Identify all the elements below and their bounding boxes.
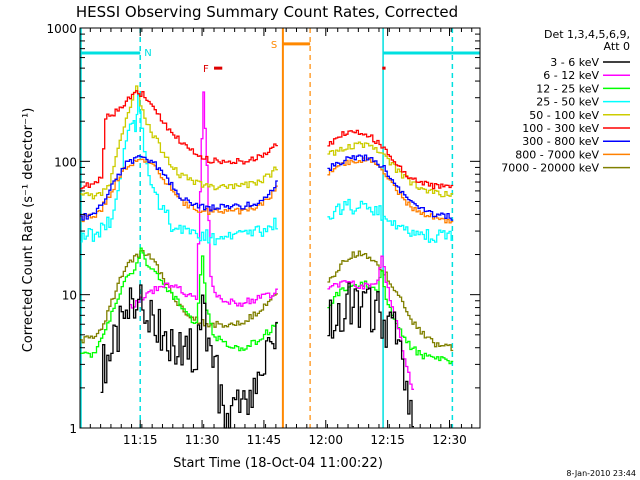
series-line-100_300keV [80, 90, 278, 190]
legend-label-1: 6 - 12 keV [543, 69, 599, 82]
plot-area: N S F [80, 28, 480, 429]
plot-frame [79, 27, 481, 429]
legend-label-2: 12 - 25 keV [536, 82, 599, 95]
legend-title-line-1: Det 1,3,4,5,6,9, [544, 28, 630, 41]
night-marker-label: N [144, 48, 151, 59]
legend-label-3: 25 - 50 keV [536, 96, 599, 109]
legend-label-0: 3 - 6 keV [550, 56, 599, 69]
series-line-100_300keV [327, 129, 454, 190]
footer-date: 8-Jan-2010 23:44 [566, 469, 636, 478]
series-line-25_50keV [80, 94, 278, 246]
chart-title: HESSI Observing Summary Count Rates, Cor… [76, 3, 458, 21]
series-line-25_50keV [327, 198, 454, 243]
series-line-50_100keV [327, 141, 454, 198]
series-line-6_12keV [129, 91, 278, 309]
x-tick-label: 11:30 [185, 433, 220, 447]
series-line-300_800keV [80, 155, 278, 221]
saa-marker-label: S [271, 40, 277, 51]
flare-marker-label: F [203, 64, 209, 75]
legend-label-7: 800 - 7000 keV [515, 148, 599, 161]
x-tick-label: 11:15 [123, 433, 158, 447]
y-tick-label: 10 [62, 289, 77, 303]
y-tick-label: 100 [54, 155, 77, 169]
x-tick-label: 12:30 [432, 433, 467, 447]
y-tick-label: 1000 [46, 22, 77, 36]
legend-label-8: 7000 - 20000 keV [501, 162, 599, 175]
x-tick-label: 11:45 [247, 433, 282, 447]
series-lines [80, 85, 454, 429]
legend-label-6: 300 - 800 keV [522, 135, 599, 148]
series-line-300_800keV [327, 154, 454, 221]
legend-label-4: 50 - 100 keV [529, 109, 599, 122]
series-line-6_12keV [327, 255, 414, 390]
legend-label-5: 100 - 300 keV [522, 122, 599, 135]
series-line-3_6keV [327, 282, 414, 428]
series-line-50_100keV [80, 85, 278, 200]
x-axis-label: Start Time (18-Oct-04 11:00:22) [173, 456, 383, 471]
series-line-7000_20000keV [327, 250, 454, 352]
y-tick-label: 1 [69, 422, 77, 436]
y-axis: 1 10 100 1000 [46, 22, 480, 436]
series-line-12_25keV [80, 247, 278, 358]
legend-title-line-2: Att 0 [604, 40, 630, 53]
x-axis: 11:15 11:30 11:45 12:00 12:15 12:30 [79, 28, 473, 447]
y-axis-label: Corrected Count Rate (s⁻¹ detector⁻¹) [21, 108, 36, 353]
x-tick-label: 12:00 [308, 433, 343, 447]
x-tick-label: 12:15 [370, 433, 405, 447]
series-line-3_6keV [100, 284, 278, 429]
